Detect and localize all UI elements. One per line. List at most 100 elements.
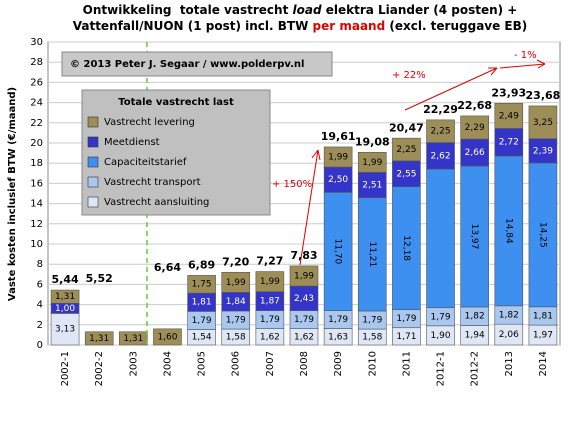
y-tick-label: 2 — [37, 320, 43, 331]
total-label: 19,61 — [321, 130, 356, 143]
total-label: 22,29 — [423, 103, 458, 116]
y-tick-label: 28 — [30, 57, 43, 68]
y-tick-label: 22 — [30, 118, 43, 129]
data-label: 1,71 — [396, 332, 416, 342]
legend-title: Totale vastrecht last — [118, 97, 234, 108]
data-label: 1,84 — [226, 297, 246, 307]
arrow-head — [311, 149, 321, 161]
legend — [81, 89, 271, 216]
legend-swatch — [87, 156, 99, 168]
data-label: 2,25 — [431, 127, 451, 137]
total-label: 23,68 — [526, 89, 561, 102]
x-tick-label: 2002-1 — [60, 351, 71, 386]
arrow-head — [536, 59, 546, 69]
legend-label: Capaciteitstarief — [104, 157, 187, 168]
data-label: 1,79 — [431, 312, 451, 322]
data-label: 1,79 — [362, 316, 382, 326]
bar-segment — [460, 115, 489, 140]
total-label: 5,44 — [51, 273, 78, 286]
x-tick-label: 2005 — [197, 351, 208, 376]
data-label: 1,87 — [260, 297, 280, 307]
y-tick-label: 8 — [37, 259, 43, 270]
total-label: 20,47 — [389, 121, 424, 134]
arrow — [499, 63, 546, 69]
data-label: 2,72 — [499, 138, 519, 148]
x-tick-label: 2011 — [401, 351, 412, 376]
y-tick-label: 10 — [30, 239, 43, 250]
data-label: 1,99 — [226, 278, 246, 288]
data-label: 2,50 — [328, 175, 348, 185]
arrows — [299, 59, 546, 266]
data-label: 2,25 — [396, 145, 416, 155]
bar-segment — [323, 166, 353, 193]
data-label: 1,79 — [226, 316, 246, 326]
y-tick-label: 16 — [30, 178, 43, 189]
y-tick-label: 18 — [30, 158, 43, 169]
legend-swatch — [87, 116, 99, 128]
bar-segment — [323, 146, 353, 168]
data-label: 1,79 — [294, 315, 314, 325]
total-label: 23,93 — [491, 86, 526, 99]
legend-label: Meetdienst — [104, 137, 160, 148]
data-label: 1,58 — [362, 333, 382, 343]
data-label: 1,94 — [465, 331, 485, 341]
bar-segment — [426, 142, 455, 170]
data-label: 1,62 — [260, 332, 280, 342]
bar-segment — [357, 197, 387, 312]
data-label: 1,97 — [533, 331, 553, 341]
arrow-head — [488, 67, 498, 76]
y-tick-label: 0 — [37, 340, 43, 351]
y-tick-label: 20 — [30, 138, 43, 149]
bar-segment — [494, 103, 524, 129]
data-label: 2,66 — [465, 148, 485, 158]
data-label: 1,99 — [260, 277, 280, 287]
bar-segment — [50, 313, 80, 346]
chart-title: Vattenfall/NUON (1 post) incl. BTW per m… — [73, 19, 528, 33]
x-tick-label: 2012-1 — [436, 351, 447, 386]
data-label: 1,79 — [328, 315, 348, 325]
legend-swatch — [87, 176, 99, 188]
data-label: 1,31 — [123, 334, 143, 344]
bar-segment — [392, 160, 421, 187]
bar-segment — [392, 186, 421, 310]
y-tick-label: 14 — [30, 199, 43, 210]
total-label: 19,08 — [355, 135, 390, 148]
total-label: 6,64 — [154, 261, 181, 274]
data-label: 1,99 — [362, 158, 382, 168]
data-label: 1,79 — [260, 315, 280, 325]
bar-segment — [289, 285, 319, 311]
bar-segment — [255, 271, 285, 292]
bar-segment — [494, 128, 524, 157]
x-tick-label: 2006 — [231, 351, 242, 376]
data-label: 1,90 — [431, 331, 451, 341]
arrow — [299, 149, 319, 266]
data-label: 11,21 — [367, 241, 377, 267]
bar-segment — [426, 168, 455, 309]
data-label: 3,25 — [533, 118, 553, 128]
annotation: - 1% — [514, 50, 537, 61]
bar-segment — [289, 265, 319, 287]
copyright: © 2013 Peter J. Segaar / www.polderpv.nl — [70, 59, 304, 70]
arrow — [404, 67, 498, 111]
data-label: 2,55 — [396, 169, 416, 179]
data-label: 2,62 — [431, 151, 451, 161]
bar-segment — [84, 331, 114, 346]
data-label: 1,31 — [55, 292, 75, 302]
bar-segment — [357, 172, 387, 199]
chart-title: Ontwikkeling totale vastrecht load elekt… — [83, 3, 518, 17]
y-tick-label: 30 — [30, 37, 43, 48]
total-label: 6,89 — [188, 258, 215, 271]
legend-swatch — [87, 196, 99, 208]
bar-segment — [528, 105, 558, 140]
y-tick-label: 12 — [30, 219, 43, 230]
bar-segment — [50, 289, 80, 304]
y-tick-label: 26 — [30, 77, 43, 88]
legend-label: Vastrecht transport — [104, 177, 201, 188]
x-tick-label: 2003 — [128, 351, 139, 376]
bar-segment — [460, 138, 489, 167]
x-tick-label: 2007 — [265, 351, 276, 376]
y-axis-label: Vaste kosten inclusief BTW (€/maand) — [7, 87, 18, 301]
data-label: 1,31 — [89, 334, 109, 344]
x-tick-label: 2012-2 — [470, 351, 481, 386]
